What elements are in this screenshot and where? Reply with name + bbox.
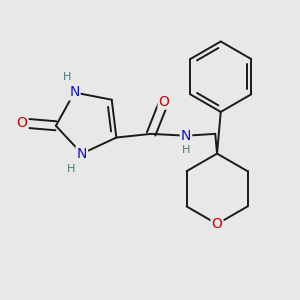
Text: O: O — [212, 217, 223, 231]
Text: H: H — [182, 146, 190, 155]
Text: O: O — [17, 116, 28, 130]
Text: N: N — [69, 85, 80, 100]
Text: H: H — [63, 72, 71, 82]
Text: N: N — [77, 147, 87, 160]
Text: H: H — [66, 164, 75, 174]
Text: O: O — [158, 94, 169, 109]
Text: N: N — [181, 129, 191, 143]
